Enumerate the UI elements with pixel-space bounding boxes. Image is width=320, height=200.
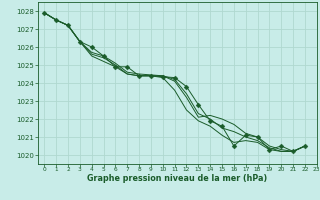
X-axis label: Graphe pression niveau de la mer (hPa): Graphe pression niveau de la mer (hPa): [87, 174, 268, 183]
